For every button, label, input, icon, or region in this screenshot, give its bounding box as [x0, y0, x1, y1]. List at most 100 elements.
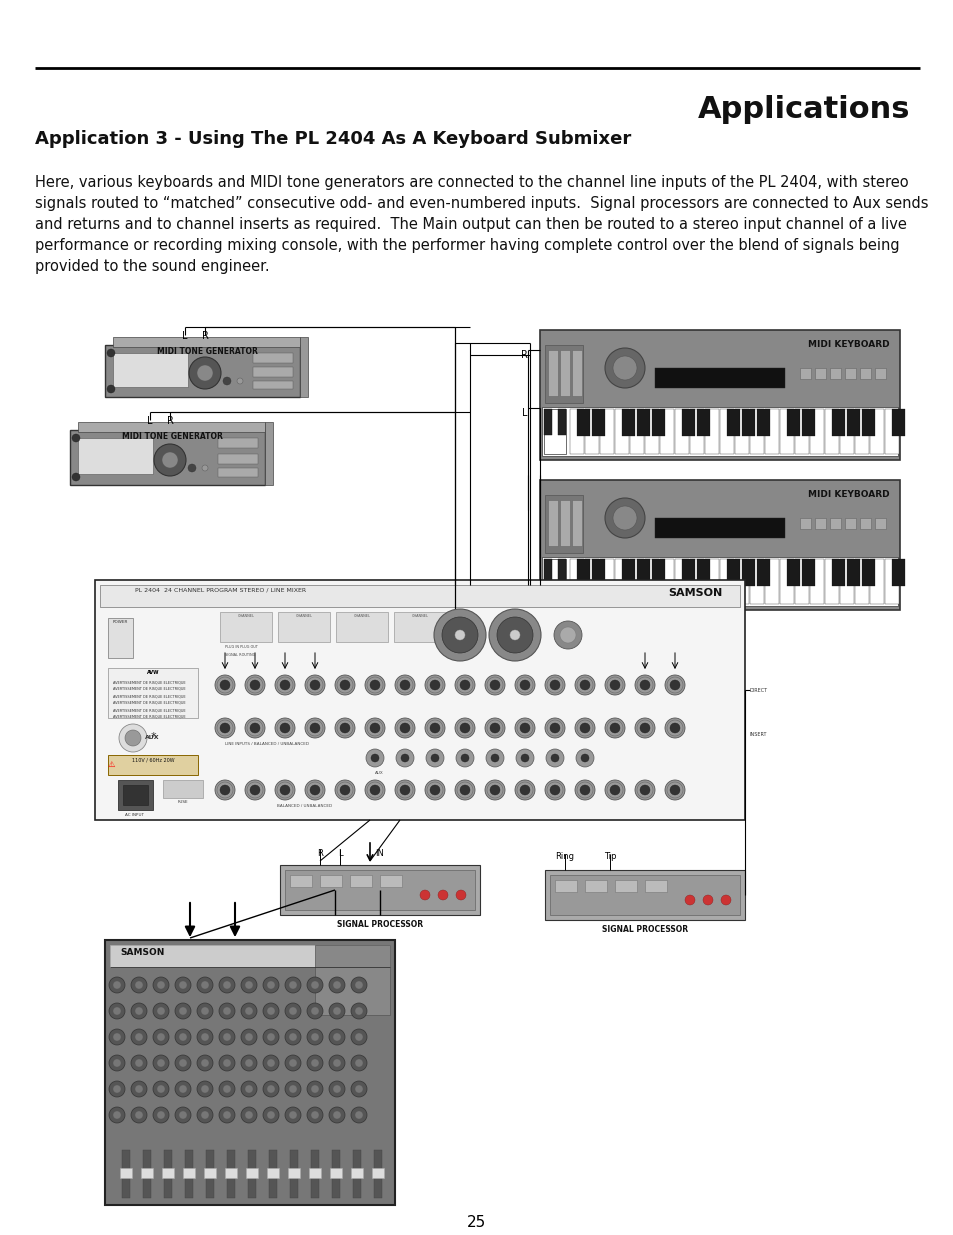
- Bar: [105, 940, 395, 1205]
- Circle shape: [399, 680, 410, 690]
- Circle shape: [223, 1058, 231, 1067]
- Bar: [644, 881, 666, 892]
- Circle shape: [245, 676, 265, 695]
- Circle shape: [241, 1055, 256, 1071]
- Bar: [218, 468, 257, 477]
- Circle shape: [460, 755, 469, 762]
- Circle shape: [399, 722, 410, 734]
- Circle shape: [579, 785, 589, 795]
- Bar: [544, 869, 744, 920]
- Bar: [584, 559, 598, 604]
- Circle shape: [365, 781, 385, 800]
- Circle shape: [664, 781, 684, 800]
- Circle shape: [576, 748, 594, 767]
- Circle shape: [426, 748, 443, 767]
- Circle shape: [424, 781, 444, 800]
- Text: L: L: [182, 331, 188, 341]
- Bar: [824, 559, 838, 604]
- Text: SIGNAL PROCESSOR: SIGNAL PROCESSOR: [601, 925, 687, 934]
- Circle shape: [263, 977, 278, 993]
- Circle shape: [153, 445, 186, 475]
- Circle shape: [456, 748, 474, 767]
- Bar: [644, 559, 659, 604]
- Circle shape: [307, 1055, 323, 1071]
- Text: R: R: [316, 848, 323, 858]
- Bar: [559, 350, 569, 396]
- Circle shape: [135, 1032, 143, 1041]
- Circle shape: [152, 977, 169, 993]
- Circle shape: [245, 781, 265, 800]
- Circle shape: [550, 722, 559, 734]
- Circle shape: [157, 1086, 165, 1093]
- Circle shape: [305, 781, 325, 800]
- Circle shape: [307, 1107, 323, 1123]
- Bar: [704, 409, 719, 454]
- Circle shape: [604, 781, 624, 800]
- Circle shape: [339, 680, 350, 690]
- Circle shape: [202, 466, 208, 471]
- Text: LINE INPUTS / BALANCED / UNBALANCED: LINE INPUTS / BALANCED / UNBALANCED: [225, 742, 309, 746]
- Circle shape: [131, 1029, 147, 1045]
- Bar: [814, 517, 825, 529]
- Circle shape: [310, 680, 319, 690]
- Text: Tip: Tip: [603, 852, 616, 861]
- Circle shape: [424, 718, 444, 739]
- Text: 110V / 60Hz 20W: 110V / 60Hz 20W: [132, 757, 174, 762]
- Circle shape: [241, 1081, 256, 1097]
- Bar: [891, 559, 904, 585]
- Bar: [874, 368, 885, 379]
- Text: L: L: [337, 848, 342, 858]
- Bar: [110, 945, 390, 967]
- Circle shape: [311, 1112, 318, 1119]
- Text: MIDI TONE GENERATOR: MIDI TONE GENERATOR: [121, 432, 222, 441]
- Circle shape: [131, 1055, 147, 1071]
- Bar: [644, 409, 659, 454]
- Bar: [185, 1150, 193, 1198]
- Bar: [70, 430, 265, 485]
- Bar: [143, 1150, 151, 1198]
- Bar: [801, 409, 814, 436]
- Bar: [840, 409, 853, 454]
- Bar: [749, 409, 763, 454]
- Text: INSERT: INSERT: [749, 732, 767, 737]
- Bar: [543, 559, 565, 604]
- Circle shape: [311, 1086, 318, 1093]
- Circle shape: [236, 378, 243, 384]
- Bar: [615, 409, 628, 454]
- Bar: [108, 618, 132, 658]
- Text: CHANNEL: CHANNEL: [354, 614, 370, 618]
- Bar: [112, 337, 299, 347]
- Circle shape: [609, 785, 619, 795]
- Bar: [95, 580, 744, 820]
- Bar: [780, 409, 793, 454]
- Circle shape: [430, 680, 439, 690]
- Circle shape: [635, 718, 655, 739]
- Circle shape: [109, 977, 125, 993]
- Bar: [749, 559, 763, 604]
- Bar: [629, 409, 643, 454]
- Circle shape: [245, 981, 253, 989]
- Circle shape: [245, 1007, 253, 1015]
- Circle shape: [196, 1029, 213, 1045]
- Circle shape: [189, 357, 221, 389]
- Bar: [379, 876, 401, 887]
- Circle shape: [112, 1007, 121, 1015]
- Text: AUX: AUX: [375, 771, 383, 776]
- Bar: [621, 409, 635, 436]
- Text: FUSE: FUSE: [177, 800, 188, 804]
- Bar: [726, 559, 740, 585]
- Circle shape: [515, 718, 535, 739]
- Bar: [854, 559, 868, 604]
- Circle shape: [179, 1086, 187, 1093]
- Circle shape: [370, 785, 379, 795]
- Circle shape: [395, 781, 415, 800]
- Circle shape: [604, 718, 624, 739]
- Circle shape: [152, 1003, 169, 1019]
- Circle shape: [485, 748, 503, 767]
- Bar: [584, 881, 606, 892]
- Circle shape: [351, 1029, 367, 1045]
- Bar: [277, 613, 330, 642]
- Circle shape: [371, 755, 378, 762]
- Circle shape: [263, 1003, 278, 1019]
- Circle shape: [431, 755, 438, 762]
